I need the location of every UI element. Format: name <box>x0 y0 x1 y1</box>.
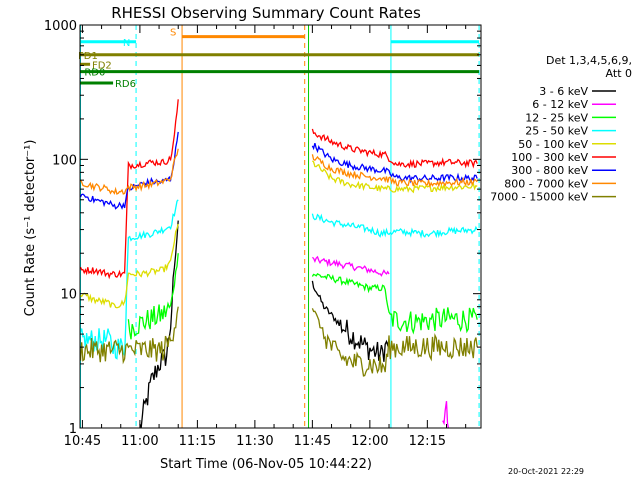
x-tick-label-0: 10:45 <box>64 434 101 449</box>
x-tick-label-2: 11:15 <box>179 434 216 449</box>
series-line-1-0 <box>311 255 390 277</box>
series-line-5-1 <box>311 128 478 169</box>
chart-title: RHESSI Observing Summary Count Rates <box>111 4 421 22</box>
series-line-3-0 <box>79 199 179 360</box>
x-tick-label-3: 11:30 <box>236 434 273 449</box>
series-line-1-1 <box>442 401 450 429</box>
legend-header-line-1: Det 1,3,4,5,6,9, <box>546 54 632 67</box>
y-axis-label: Count Rate (s⁻¹ detector⁻¹) <box>23 140 38 317</box>
y-tick-label-0: 1 <box>69 422 77 437</box>
timestamp: 20-Oct-2021 22:29 <box>508 467 584 476</box>
series-line-6-1 <box>311 143 478 184</box>
legend-label-3: 25 - 50 keV <box>525 125 588 138</box>
legend-label-1: 6 - 12 keV <box>532 98 588 111</box>
legend-label-0: 3 - 6 keV <box>539 85 588 98</box>
x-tick-label-4: 11:45 <box>294 434 331 449</box>
series-line-8-1 <box>311 308 478 377</box>
x-tick-label-1: 11:00 <box>121 434 158 449</box>
flag-label-2: FD1 <box>78 51 98 62</box>
legend-label-5: 100 - 300 keV <box>511 151 588 164</box>
flag-label-0: N <box>123 38 130 49</box>
series-line-6-0 <box>79 131 179 210</box>
series-line-4-0 <box>80 223 179 309</box>
series-line-2-0 <box>127 253 179 340</box>
x-tick-label-5: 12:00 <box>351 434 388 449</box>
series-line-5-0 <box>79 99 179 280</box>
legend-label-4: 50 - 100 keV <box>518 138 588 151</box>
flag-label-5: RD6 <box>115 79 136 90</box>
series-line-0-0 <box>139 220 179 428</box>
series-line-2-1 <box>311 273 478 335</box>
plot-frame <box>79 24 482 429</box>
legend-label-2: 12 - 25 keV <box>525 111 588 124</box>
legend-label-8: 7000 - 15000 keV <box>490 191 588 204</box>
y-tick-label-1: 10 <box>60 288 77 303</box>
series-line-7-0 <box>79 148 179 195</box>
flag-label-3: FD2 <box>92 60 112 71</box>
series-line-7-1 <box>311 154 478 189</box>
y-tick-label-3: 1000 <box>44 19 77 34</box>
flag-label-4: RD0 <box>84 68 105 79</box>
legend-label-6: 300 - 800 keV <box>511 164 588 177</box>
series-line-0-1 <box>311 280 390 362</box>
series-line-8-0 <box>79 306 179 365</box>
series-line-3-1 <box>311 213 478 239</box>
x-axis-label: Start Time (06-Nov-05 10:44:22) <box>160 457 372 472</box>
legend-header-line-2: Att 0 <box>606 67 632 80</box>
flag-label-1: S <box>170 28 176 39</box>
y-tick-label-2: 100 <box>52 153 77 168</box>
series-line-4-1 <box>311 160 478 194</box>
x-tick-label-6: 12:15 <box>409 434 446 449</box>
legend-label-7: 800 - 7000 keV <box>504 177 588 190</box>
